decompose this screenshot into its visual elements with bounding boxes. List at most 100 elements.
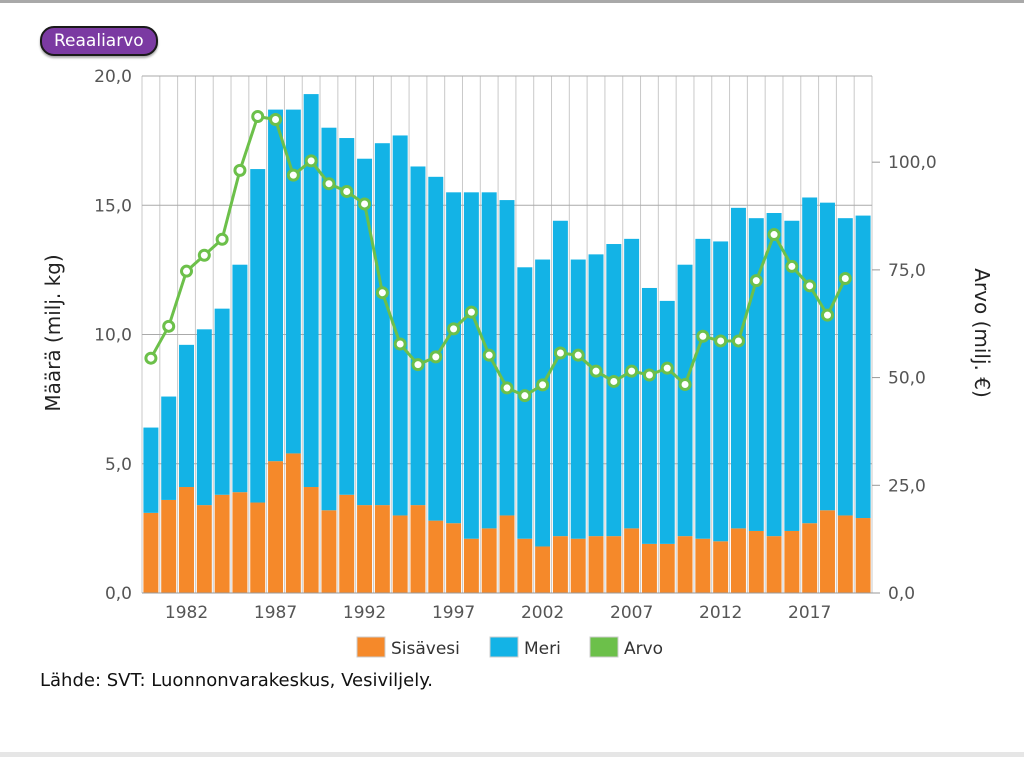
arvo-point (820, 308, 834, 322)
bar-sisavesi (552, 536, 568, 593)
arvo-point (714, 334, 728, 348)
arvo-point (411, 358, 425, 372)
bar-meri (730, 207, 746, 529)
bar-sisavesi (784, 530, 800, 593)
bar-meri (552, 220, 568, 537)
bar-sisavesi (250, 502, 266, 593)
source-note: Lähde: SVT: Luonnonvarakeskus, Vesivilje… (40, 670, 434, 691)
arvo-point (500, 381, 514, 395)
bar-meri (268, 109, 284, 462)
arvo-point (731, 334, 745, 348)
bar-meri (285, 109, 301, 454)
arvo-point (304, 154, 318, 168)
bottom-border (0, 752, 1024, 757)
reaaliarvo-toggle-button[interactable]: Reaaliarvo (40, 26, 158, 56)
arvo-point (553, 346, 567, 360)
x-tick-label: 1982 (165, 603, 208, 623)
arvo-point (838, 271, 852, 285)
arvo-point (340, 184, 354, 198)
legend-label: Meri (524, 639, 561, 659)
bar-meri (392, 135, 408, 516)
bar-sisavesi (677, 536, 693, 593)
bar-sisavesi (268, 461, 284, 593)
arvo-point (660, 361, 674, 375)
x-tick-label: 2012 (699, 603, 742, 623)
arvo-point (286, 168, 300, 182)
arvo-point (197, 248, 211, 262)
bar-sisavesi (143, 512, 159, 593)
bar-series (143, 94, 871, 593)
bar-meri (446, 192, 462, 524)
bar-meri (374, 143, 390, 506)
y-tick-label: 0,0 (105, 584, 132, 604)
bar-sisavesi (855, 518, 871, 593)
bar-meri (463, 192, 479, 539)
bar-sisavesi (820, 510, 835, 593)
bar-meri (357, 158, 373, 506)
x-tick-label: 2002 (521, 603, 564, 623)
bar-meri (214, 308, 230, 495)
bar-meri (339, 138, 355, 495)
legend: Sisävesi Meri Arvo (356, 636, 663, 659)
bar-sisavesi (606, 536, 622, 593)
y-axis-title: Määrä (milj. kg) (41, 254, 65, 411)
bar-sisavesi (196, 505, 212, 593)
y-tick-label: 15,0 (94, 196, 132, 216)
bar-meri (428, 176, 444, 521)
bar-meri (499, 200, 515, 516)
bar-meri (624, 238, 640, 529)
bar-meri (232, 264, 248, 493)
bar-sisavesi (321, 510, 337, 593)
bar-meri (303, 94, 319, 488)
bar-meri (837, 218, 853, 516)
arvo-point (767, 228, 781, 242)
arvo-point (251, 109, 265, 123)
y-tick-label: 20,0 (94, 67, 132, 87)
bar-sisavesi (535, 546, 551, 593)
bar-sisavesi (357, 505, 373, 593)
arvo-point (375, 286, 389, 300)
x-tick-label: 1992 (343, 603, 386, 623)
arvo-point (607, 374, 621, 388)
y2-tick-label: 0,0 (888, 584, 915, 604)
bar-meri (855, 215, 871, 519)
y2-tick-label: 50,0 (888, 369, 926, 389)
y2-tick-label: 75,0 (888, 261, 926, 281)
arvo-point (429, 350, 443, 364)
arvo-point (803, 279, 817, 293)
bar-meri (713, 241, 729, 542)
x-tick-label: 1997 (432, 603, 475, 623)
legend-swatch (589, 636, 619, 658)
arvo-point (358, 197, 372, 211)
x-tick-label: 2007 (610, 603, 653, 623)
bar-meri (802, 197, 818, 524)
bar-sisavesi (624, 528, 640, 593)
bar-sisavesi (499, 515, 515, 593)
arvo-point (589, 364, 603, 378)
bar-meri (143, 427, 159, 513)
bar-sisavesi (713, 541, 729, 593)
legend-label: Sisävesi (391, 639, 460, 659)
arvo-point (536, 378, 550, 392)
top-border (0, 0, 1024, 3)
axes: 0,0 5,0 10,0 15,0 20,0 0,0 25,0 50,0 75,0 100,0 19… (94, 67, 937, 623)
arvo-point (144, 351, 158, 365)
arvo-point (269, 113, 283, 127)
y2-tick-label: 25,0 (888, 476, 926, 496)
bar-sisavesi (802, 523, 818, 593)
bar-sisavesi (303, 487, 319, 593)
bar-sisavesi (285, 453, 301, 593)
arvo-point (696, 329, 710, 343)
y-tick-label: 10,0 (94, 326, 132, 346)
bar-sisavesi (428, 520, 444, 593)
bar-sisavesi (374, 505, 390, 593)
bar-sisavesi (588, 536, 604, 593)
x-tick-label: 1987 (254, 603, 297, 623)
bar-sisavesi (214, 494, 230, 593)
arvo-point (180, 264, 194, 278)
bar-sisavesi (659, 543, 675, 593)
bar-meri (250, 169, 266, 503)
arvo-point (233, 163, 247, 177)
bar-sisavesi (179, 487, 194, 593)
